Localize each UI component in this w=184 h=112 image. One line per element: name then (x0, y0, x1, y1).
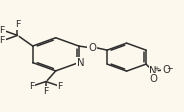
Text: F: F (0, 36, 5, 45)
Text: F: F (58, 82, 63, 91)
Text: F: F (43, 87, 49, 96)
Text: O: O (149, 74, 157, 84)
Text: F: F (29, 82, 34, 91)
Text: +: + (153, 66, 160, 72)
Text: O: O (88, 43, 96, 53)
Text: −: − (166, 64, 173, 73)
Text: N: N (77, 58, 84, 68)
Text: O: O (162, 65, 170, 75)
Text: F: F (15, 20, 20, 29)
Text: F: F (0, 26, 5, 34)
Text: N: N (149, 66, 157, 76)
